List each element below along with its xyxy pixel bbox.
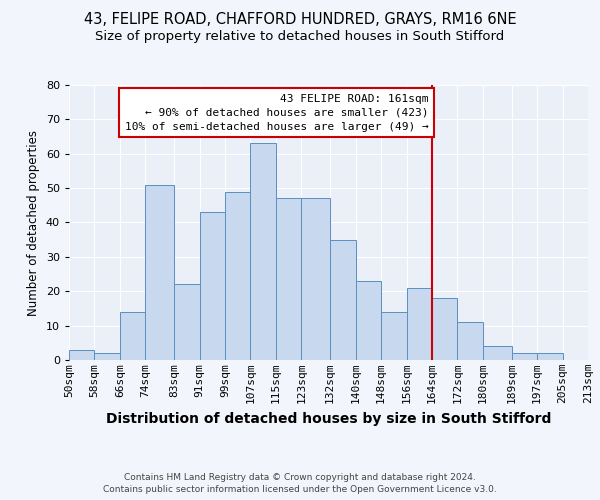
Y-axis label: Number of detached properties: Number of detached properties [27,130,40,316]
Text: 43, FELIPE ROAD, CHAFFORD HUNDRED, GRAYS, RM16 6NE: 43, FELIPE ROAD, CHAFFORD HUNDRED, GRAYS… [83,12,517,28]
Bar [250,144,276,360]
Bar [174,284,200,360]
Bar [120,312,145,360]
Bar [483,346,512,360]
Text: Contains public sector information licensed under the Open Government Licence v3: Contains public sector information licen… [103,485,497,494]
Bar [145,184,174,360]
Bar [69,350,94,360]
Bar [94,353,120,360]
Bar [356,281,381,360]
Bar [457,322,483,360]
Bar [537,353,563,360]
Bar [301,198,330,360]
Bar [512,353,537,360]
Bar [381,312,407,360]
Text: Distribution of detached houses by size in South Stifford: Distribution of detached houses by size … [106,412,551,426]
Bar [432,298,457,360]
Bar [276,198,301,360]
Bar [330,240,356,360]
Text: Size of property relative to detached houses in South Stifford: Size of property relative to detached ho… [95,30,505,43]
Text: 43 FELIPE ROAD: 161sqm
← 90% of detached houses are smaller (423)
10% of semi-de: 43 FELIPE ROAD: 161sqm ← 90% of detached… [125,94,429,132]
Bar [200,212,225,360]
Text: Contains HM Land Registry data © Crown copyright and database right 2024.: Contains HM Land Registry data © Crown c… [124,472,476,482]
Bar [407,288,432,360]
Bar [225,192,250,360]
